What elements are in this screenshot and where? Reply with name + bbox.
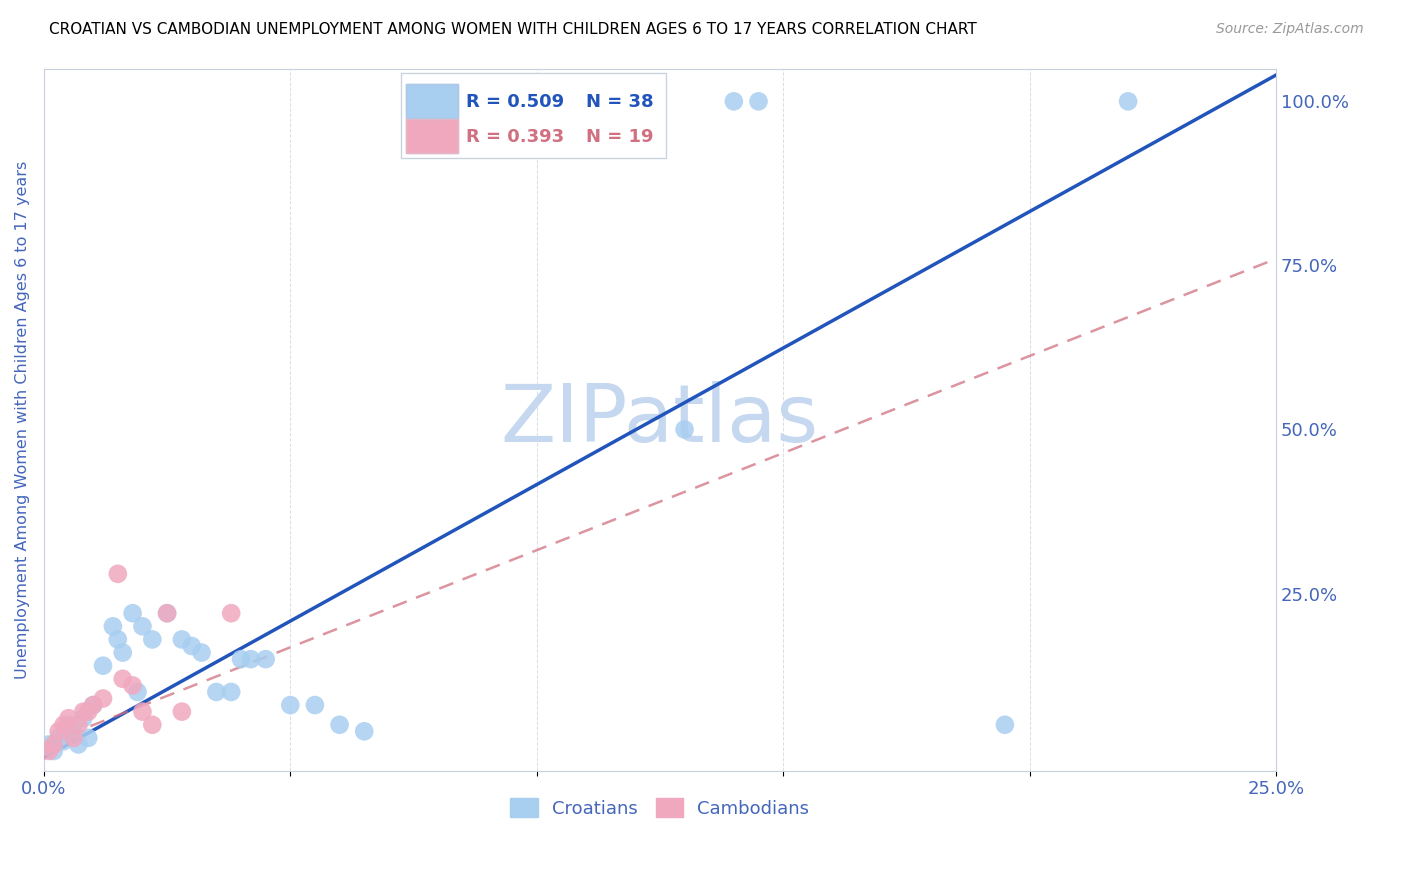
Point	[550, 95, 572, 109]
Point	[107, 566, 129, 581]
Point	[72, 705, 94, 719]
Text: CROATIAN VS CAMBODIAN UNEMPLOYMENT AMONG WOMEN WITH CHILDREN AGES 6 TO 17 YEARS : CROATIAN VS CAMBODIAN UNEMPLOYMENT AMONG…	[49, 22, 977, 37]
Point	[156, 606, 179, 620]
Point	[101, 619, 124, 633]
Point	[58, 711, 80, 725]
Point	[254, 652, 277, 666]
Point	[747, 95, 769, 109]
Point	[170, 632, 193, 647]
Text: Source: ZipAtlas.com: Source: ZipAtlas.com	[1216, 22, 1364, 37]
Point	[91, 658, 114, 673]
Point	[156, 606, 179, 620]
Point	[121, 606, 143, 620]
Point	[77, 731, 100, 745]
Point	[62, 724, 84, 739]
Point	[52, 734, 75, 748]
Point	[38, 744, 60, 758]
Legend: Croatians, Cambodians: Croatians, Cambodians	[503, 791, 817, 825]
Point	[239, 652, 262, 666]
Point	[62, 731, 84, 745]
Point	[526, 95, 548, 109]
Point	[205, 685, 228, 699]
Point	[304, 698, 326, 712]
Point	[353, 724, 375, 739]
Point	[48, 731, 70, 745]
Point	[1116, 95, 1139, 109]
Point	[127, 685, 149, 699]
Point	[329, 718, 352, 732]
Point	[131, 619, 153, 633]
Point	[723, 95, 745, 109]
Point	[190, 646, 212, 660]
Point	[219, 685, 242, 699]
Point	[67, 718, 90, 732]
Point	[91, 691, 114, 706]
Point	[52, 718, 75, 732]
Point	[141, 632, 163, 647]
Point	[121, 678, 143, 692]
Point	[141, 718, 163, 732]
Point	[994, 718, 1017, 732]
Point	[42, 744, 65, 758]
Point	[229, 652, 252, 666]
Point	[111, 646, 134, 660]
Point	[77, 705, 100, 719]
FancyBboxPatch shape	[406, 119, 458, 153]
Point	[42, 738, 65, 752]
Point	[38, 738, 60, 752]
Point	[82, 698, 104, 712]
Point	[673, 422, 696, 436]
FancyBboxPatch shape	[406, 84, 458, 118]
Point	[180, 639, 202, 653]
Point	[48, 724, 70, 739]
Point	[219, 606, 242, 620]
Point	[170, 705, 193, 719]
Text: ZIPatlas: ZIPatlas	[501, 381, 818, 458]
Point	[58, 718, 80, 732]
Text: N = 19: N = 19	[586, 128, 654, 145]
Point	[131, 705, 153, 719]
Text: R = 0.393: R = 0.393	[467, 128, 565, 145]
Point	[72, 711, 94, 725]
Point	[82, 698, 104, 712]
Point	[278, 698, 301, 712]
Text: R = 0.509: R = 0.509	[467, 93, 565, 111]
Y-axis label: Unemployment Among Women with Children Ages 6 to 17 years: Unemployment Among Women with Children A…	[15, 161, 30, 679]
Point	[67, 738, 90, 752]
FancyBboxPatch shape	[401, 73, 666, 158]
Point	[111, 672, 134, 686]
Point	[107, 632, 129, 647]
Text: N = 38: N = 38	[586, 93, 654, 111]
